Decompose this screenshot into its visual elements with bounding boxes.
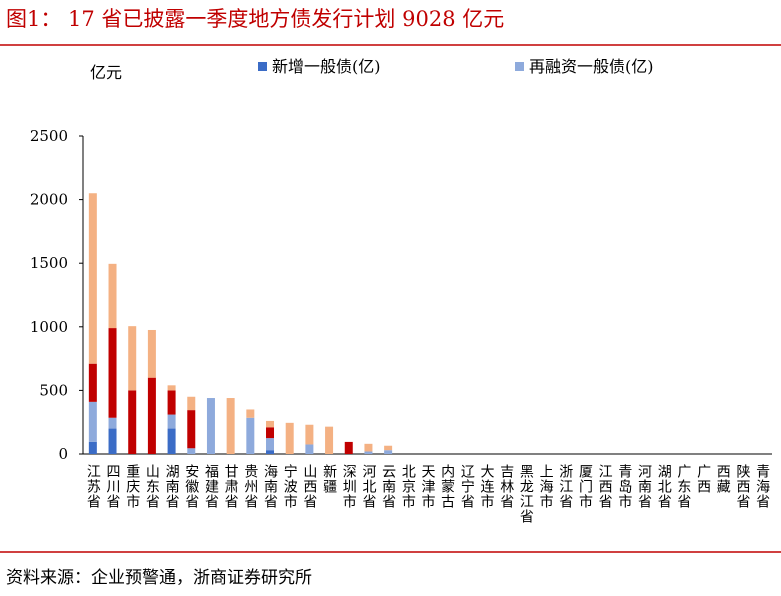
bar-segment [285,422,294,454]
x-tick-label: 大连市 [479,464,495,509]
bar-segment [364,443,373,452]
x-tick-label: 山东省 [144,464,160,509]
x-tick-label: 陕西省 [734,464,750,509]
bar-segment [384,450,393,454]
x-tick-label: 安徽省 [183,464,199,509]
x-tick-label: 河北省 [360,464,376,509]
bar-segment [167,414,176,429]
y-tick-label: 1500 [30,254,68,272]
x-tick-label: 浙江省 [557,464,573,509]
x-tick-label: 贵州省 [242,464,258,509]
x-tick-label: 湖南省 [164,464,180,509]
x-tick-label: 重庆市 [124,464,140,509]
bar-segment [266,427,275,439]
bar-segment [226,398,235,454]
bar-segment [187,396,196,411]
x-tick-label: 深圳市 [341,464,357,509]
x-tick-label: 湖北省 [656,464,672,509]
x-tick-label: 天津市 [420,464,436,509]
bar-segment [128,390,137,454]
chart-title: 图1： 17 省已披露一季度地方债发行计划 9028 亿元 [6,7,504,31]
bar-segment [167,385,176,391]
x-tick-label: 新疆 [321,464,337,494]
bar-segment [128,326,137,391]
bar-segment [305,424,314,445]
bar-segment [246,409,255,418]
y-axis-unit: 亿元 [90,63,122,82]
x-tick-label: 西藏 [715,464,731,494]
x-tick-label: 青海省 [754,464,770,509]
legend-label: 再融资一般债(亿) [529,57,654,76]
bar-segment [167,428,176,454]
x-tick-label: 黑龙江省 [518,464,534,524]
bar-segment [147,377,156,454]
bar-segment [344,441,353,454]
bar-segment [147,329,156,378]
x-tick-label: 广东省 [675,464,691,509]
y-tick-label: 500 [39,381,68,399]
bar-segment [187,448,196,454]
source: 资料来源：企业预警通，浙商证券研究所 [6,568,312,588]
bar-segment [187,410,196,449]
legend-label: 新增一般债(亿) [272,57,381,76]
bar-segment [305,444,314,454]
x-tick-label: 辽宁省 [459,464,475,509]
legend-swatch [258,62,267,71]
x-tick-label: 四川省 [105,464,121,509]
x-tick-label: 上海市 [538,464,554,509]
y-tick-label: 1000 [30,318,68,336]
bar-segment [266,450,275,454]
bar-segment [88,363,97,402]
bar-segment [108,328,117,418]
x-tick-label: 江西省 [597,464,613,509]
bar-segment [266,438,275,451]
bar-segment [88,193,97,364]
bar-segment [266,420,275,428]
x-tick-label: 青岛市 [616,464,632,509]
bar-segment [108,417,117,429]
bar-segment [88,441,97,454]
x-tick-label: 宁波市 [282,463,298,509]
x-tick-label: 福建省 [203,464,219,509]
x-tick-label: 北京市 [400,464,416,509]
x-tick-label: 江苏省 [85,464,101,509]
legend-swatch [515,62,524,71]
bar-segment [206,398,215,454]
bar-segment [88,401,97,442]
bar-segment [246,417,255,454]
bar-segment [108,428,117,454]
y-tick-label: 2500 [30,127,68,145]
x-tick-label: 山西省 [301,464,317,509]
bar-segment [364,451,373,454]
bar-segment [325,426,334,454]
x-tick-label: 内蒙古 [439,464,455,509]
bar-segment [167,390,176,415]
y-tick-label: 0 [58,445,68,463]
bar-segment [108,263,117,329]
x-tick-label: 云南省 [380,464,396,509]
x-tick-label: 甘肃省 [223,464,239,509]
x-tick-label: 吉林省 [498,464,514,509]
x-tick-label: 河南省 [636,464,652,509]
x-tick-label: 海南省 [262,464,278,509]
x-tick-label: 厦门市 [577,464,593,509]
y-tick-label: 2000 [30,191,68,209]
x-tick-label: 广西 [695,464,711,494]
bar-segment [384,445,393,451]
